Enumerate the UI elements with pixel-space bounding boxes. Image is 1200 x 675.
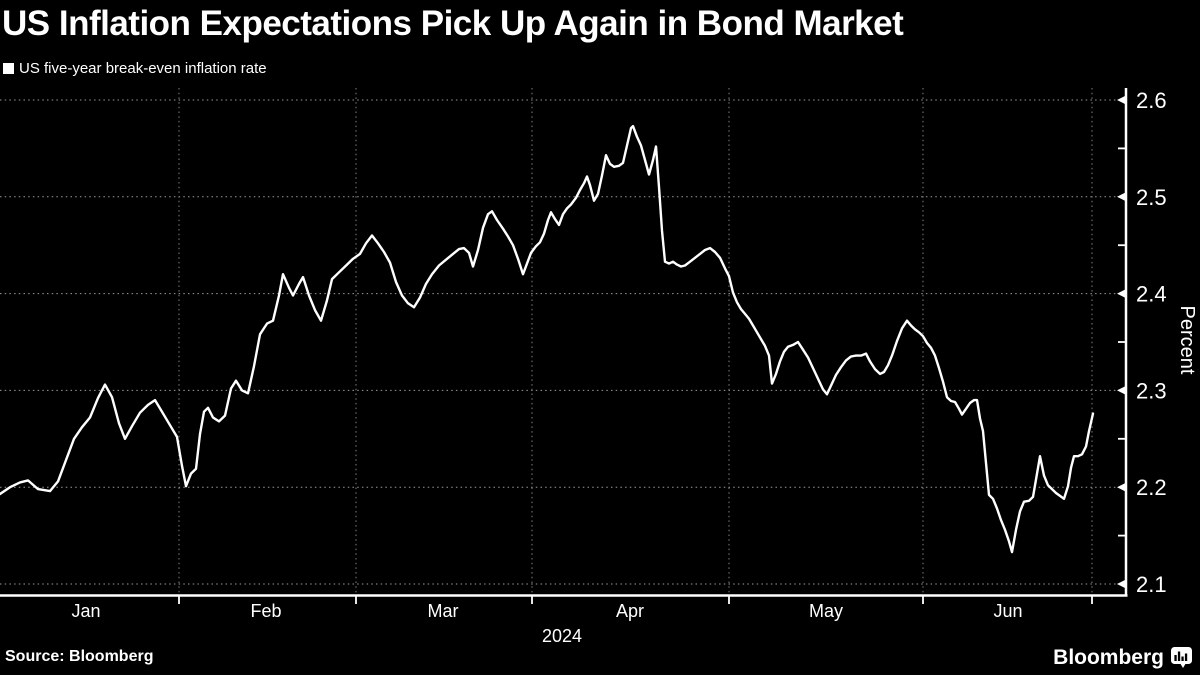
x-month-label: Jun <box>993 601 1022 621</box>
y-tick-label: 2.6 <box>1136 88 1167 113</box>
x-month-label: Feb <box>250 601 281 621</box>
y-tick-arrow <box>1117 95 1127 105</box>
source-text: Source: Bloomberg <box>5 648 154 665</box>
series-line <box>0 124 1095 554</box>
y-tick-label: 2.4 <box>1136 282 1167 307</box>
y-tick-label: 2.1 <box>1136 572 1167 597</box>
legend-label: US five-year break-even inflation rate <box>19 60 267 77</box>
y-tick-label: 2.2 <box>1136 475 1167 500</box>
legend-square-marker <box>3 63 14 74</box>
x-month-label: May <box>809 601 843 621</box>
y-axis-title: Percent <box>1176 306 1198 375</box>
bloomberg-mark-icon <box>1171 647 1192 668</box>
y-tick-arrow <box>1117 385 1127 396</box>
chart-title: US Inflation Expectations Pick Up Again … <box>2 4 904 43</box>
x-month-label: Jan <box>71 601 100 621</box>
x-month-label: Apr <box>616 601 644 621</box>
bloomberg-logo: Bloomberg <box>1053 646 1192 670</box>
y-tick-arrow <box>1117 579 1127 589</box>
y-tick-arrow <box>1117 482 1127 493</box>
x-year-label: 2024 <box>542 626 582 646</box>
y-tick-label: 2.3 <box>1136 378 1167 403</box>
y-tick-label: 2.5 <box>1136 185 1167 210</box>
legend: US five-year break-even inflation rate <box>3 60 267 77</box>
x-month-label: Mar <box>428 601 459 621</box>
bloomberg-wordmark: Bloomberg <box>1053 646 1164 669</box>
y-tick-arrow <box>1117 288 1127 299</box>
y-tick-arrow <box>1117 191 1127 202</box>
